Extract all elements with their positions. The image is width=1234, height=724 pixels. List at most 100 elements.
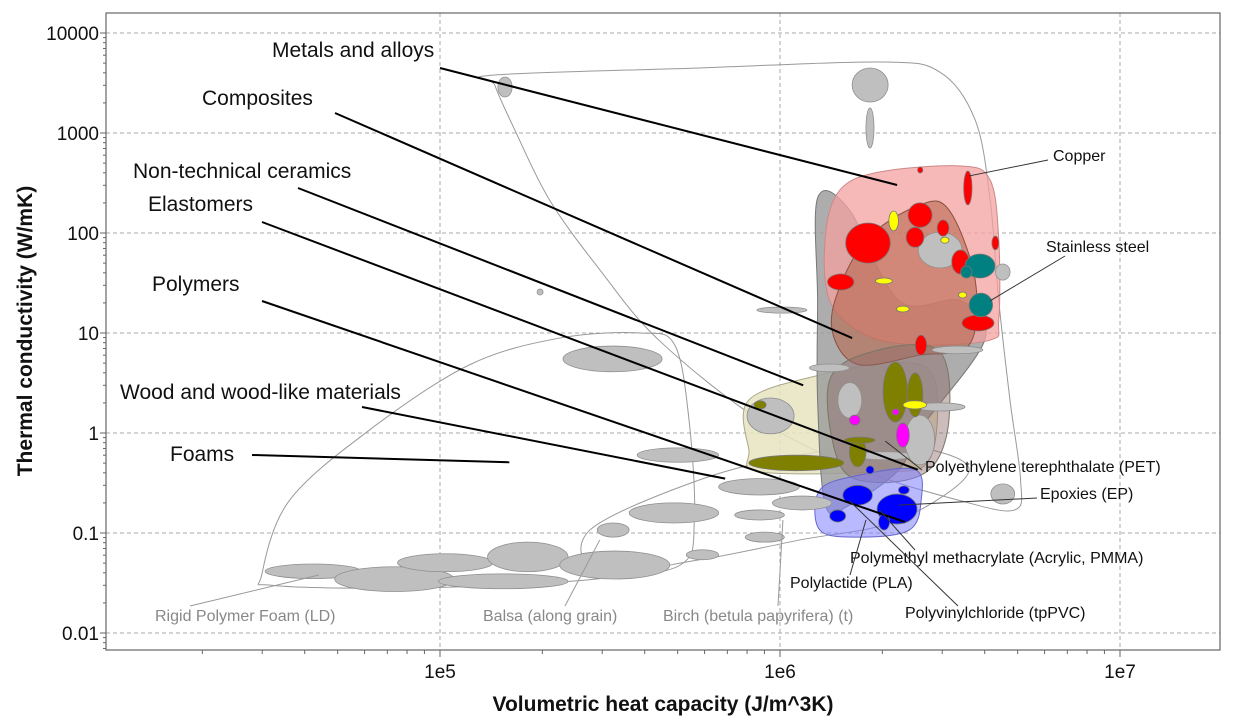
material-bubble-bubble — [837, 382, 863, 419]
leader-line — [334, 112, 853, 339]
material-bubble-blue — [829, 509, 847, 523]
annotation-label: Polylactide (PLA) — [790, 575, 913, 592]
material-bubble-bubble — [994, 263, 1011, 281]
material-bubble-red — [827, 273, 855, 291]
y-tick-label: 100 — [67, 224, 99, 245]
leader-line — [777, 519, 784, 607]
material-bubble-bubble — [536, 288, 544, 296]
material-bubble-bubble — [397, 553, 494, 573]
annotation-label: Polymers — [152, 273, 240, 296]
annotation-label: Rigid Polymer Foam (LD) — [155, 608, 335, 625]
material-bubble-yellow — [940, 236, 950, 244]
material-bubble-yellow — [875, 277, 893, 285]
material-bubble-red — [905, 226, 925, 248]
material-bubbles — [264, 67, 1016, 592]
y-tick-label: 0.01 — [62, 624, 99, 645]
annotation-label: Stainless steel — [1046, 239, 1149, 256]
material-bubble-bubble — [851, 67, 889, 103]
material-bubble-bubble — [746, 397, 795, 435]
material-bubble-bubble — [808, 363, 850, 373]
leader-line — [261, 221, 918, 471]
material-bubble-yellow — [896, 305, 910, 313]
material-bubble-bubble — [865, 107, 875, 149]
material-bubble-red — [907, 202, 933, 228]
leader-line — [849, 500, 959, 607]
annotation-label: Polyvinylchloride (tpPVC) — [905, 605, 1086, 622]
material-bubble-red — [914, 334, 928, 356]
material-bubble-red — [961, 314, 995, 332]
leader-line — [884, 440, 923, 471]
annotation-label: Wood and wood-like materials — [120, 381, 401, 404]
leader-line — [849, 519, 867, 576]
material-bubble-bubble — [487, 541, 569, 573]
material-bubble-blue — [898, 485, 910, 495]
leader-line — [361, 406, 726, 480]
material-bubble-yellow — [902, 400, 928, 410]
material-bubble-bubble — [438, 573, 569, 590]
gridlines — [106, 13, 1220, 650]
y-axis-title: Thermal conductivity (W/mK) — [14, 186, 37, 477]
y-tick-label: 0.1 — [73, 524, 99, 545]
y-tick-label: 1 — [88, 424, 99, 445]
material-bubble-magenta — [891, 408, 900, 416]
material-bubble-yellow — [888, 210, 899, 232]
annotation-label: Metals and alloys — [272, 39, 434, 62]
leader-line — [969, 159, 1049, 177]
y-tick-label: 1000 — [57, 124, 99, 145]
material-bubble-bubble — [562, 345, 663, 373]
annotation-label: Non-technical ceramics — [133, 160, 351, 183]
leader-line — [899, 497, 1038, 506]
material-bubble-bubble — [596, 522, 630, 538]
annotation-label: Polyethylene terephthalate (PET) — [925, 459, 1161, 476]
leader-line — [564, 539, 601, 607]
leader-line — [297, 187, 804, 387]
leader-line — [989, 255, 1066, 302]
material-bubble-red — [845, 222, 891, 264]
leader-line — [439, 67, 898, 186]
material-bubble-bubble — [990, 483, 1016, 505]
material-bubble-bubble — [772, 495, 833, 511]
y-tick-label: 10000 — [46, 24, 99, 45]
leader-line — [261, 300, 906, 523]
annotation-label: Elastomers — [148, 193, 253, 216]
material-bubble-bubble — [628, 502, 720, 524]
annotation-label: Foams — [170, 443, 234, 466]
material-bubble-olive — [748, 454, 845, 472]
annotation-label: Composites — [202, 87, 313, 110]
annotation-label: Copper — [1053, 148, 1106, 165]
leader-line — [251, 454, 510, 464]
material-bubble-olive — [753, 400, 767, 410]
material-bubble-magenta — [896, 422, 910, 448]
x-tick-label: 1e5 — [424, 662, 456, 683]
leader-line — [189, 574, 319, 607]
material-bubble-bubble — [718, 478, 800, 496]
annotation-label: Epoxies (EP) — [1040, 486, 1133, 503]
leader-line — [878, 509, 916, 551]
material-bubble-blue — [865, 465, 875, 475]
material-bubble-teal — [960, 265, 973, 279]
material-bubble-bubble — [636, 447, 720, 463]
material-bubble-bubble — [685, 549, 720, 561]
material-bubble-red — [936, 219, 950, 237]
material-bubble-red — [963, 170, 973, 206]
material-bubble-bubble — [904, 414, 936, 466]
material-bubble-bubble — [931, 345, 984, 355]
annotation-label: Balsa (along grain) — [483, 608, 617, 625]
plot-frame — [105, 12, 1221, 651]
axes: 1e5 1e6 1e7 0.01 0.1 1 10 100 1000 10000 — [46, 24, 1136, 683]
annotations: Metals and alloys Composites Non-technical… — [120, 39, 1161, 625]
material-bubble-magenta — [849, 414, 861, 426]
x-axis-title: Volumetric heat capacity (J/m^3K) — [493, 693, 834, 716]
envelope-outline — [478, 61, 1023, 512]
material-bubble-bubble — [497, 76, 513, 98]
material-bubble-bubble — [734, 509, 785, 521]
x-tick-label: 1e6 — [764, 662, 796, 683]
material-bubble-red — [991, 235, 1000, 251]
material-bubble-olive — [844, 436, 876, 444]
annotation-label: Birch (betula papyrifera) (t) — [663, 608, 853, 625]
material-bubble-teal — [968, 292, 994, 318]
material-bubble-red — [917, 166, 924, 174]
x-tick-label: 1e7 — [1104, 662, 1136, 683]
annotation-label: Polymethyl methacrylate (Acrylic, PMMA) — [850, 550, 1143, 567]
